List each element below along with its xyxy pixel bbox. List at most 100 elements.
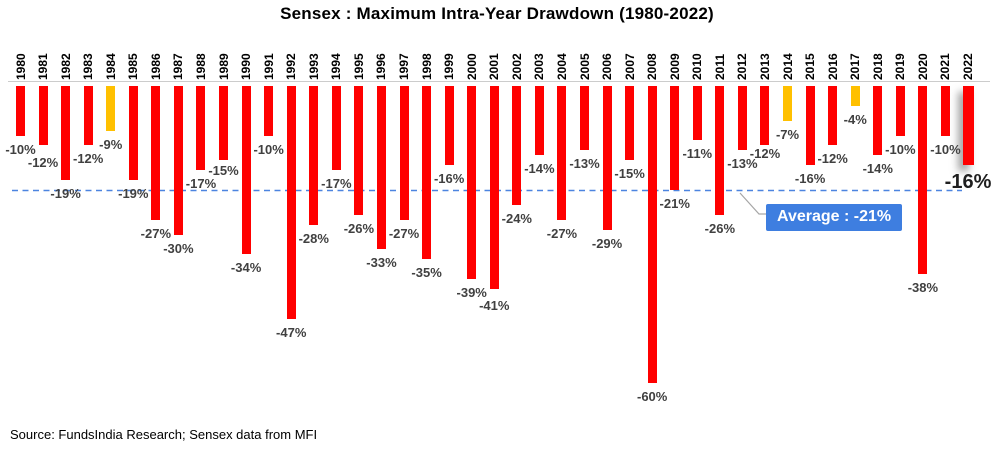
value-label-1986: -27% [140, 225, 172, 241]
year-label-1981: 1981 [36, 53, 51, 80]
value-label-2015: -16% [794, 171, 826, 187]
year-label-2017: 2017 [848, 53, 863, 80]
bar-2017 [850, 86, 860, 106]
bar-1981 [38, 86, 48, 146]
bar-2006 [602, 86, 612, 230]
year-label-2014: 2014 [780, 53, 795, 80]
bar-1980 [16, 86, 25, 136]
value-label-2012: -13% [727, 156, 758, 172]
bar-1985 [128, 86, 138, 181]
value-label-2022: -16% [944, 171, 992, 194]
year-label-1995: 1995 [351, 53, 366, 80]
value-label-1985: -19% [118, 186, 149, 202]
bar-2008 [647, 86, 657, 383]
year-label-2009: 2009 [667, 53, 682, 80]
year-label-2018: 2018 [870, 53, 885, 80]
bar-2010 [692, 86, 702, 141]
year-label-2000: 2000 [464, 53, 479, 80]
value-label-2008: -60% [636, 389, 668, 404]
year-label-2013: 2013 [757, 53, 772, 80]
bar-1996 [376, 86, 386, 250]
year-label-2010: 2010 [690, 53, 705, 80]
bar-1987 [173, 86, 183, 235]
value-label-1991: -10% [253, 141, 284, 157]
bar-2002 [512, 86, 522, 205]
year-label-1991: 1991 [261, 53, 276, 80]
value-label-1987: -30% [163, 240, 194, 256]
year-label-1990: 1990 [239, 53, 254, 80]
bar-2009 [670, 86, 680, 190]
year-label-1998: 1998 [419, 53, 434, 80]
year-label-2005: 2005 [577, 53, 592, 80]
bar-2022 [962, 86, 974, 166]
year-label-1989: 1989 [216, 53, 231, 80]
value-label-2019: -10% [885, 141, 916, 157]
bar-2005 [580, 86, 589, 151]
year-label-2007: 2007 [622, 53, 637, 80]
value-label-2011: -26% [704, 220, 736, 236]
value-label-1993: -28% [298, 230, 329, 246]
bar-1999 [444, 86, 454, 166]
value-label-2009: -21% [659, 195, 690, 211]
year-label-2004: 2004 [554, 53, 569, 80]
year-label-1985: 1985 [126, 53, 141, 80]
value-label-1980: -10% [5, 141, 36, 157]
bar-2014 [783, 86, 793, 121]
bar-1984 [106, 86, 116, 131]
year-label-2003: 2003 [532, 53, 547, 80]
year-label-2016: 2016 [825, 53, 840, 80]
year-label-1984: 1984 [103, 53, 118, 80]
value-label-2000: -39% [456, 285, 487, 301]
bar-1983 [83, 86, 93, 146]
year-label-1980: 1980 [13, 53, 28, 80]
value-label-1994: -17% [321, 176, 352, 192]
year-label-1999: 1999 [442, 53, 457, 80]
year-label-1993: 1993 [306, 53, 321, 80]
value-label-1997: -27% [388, 225, 420, 241]
chart-title: Sensex : Maximum Intra-Year Drawdown (19… [280, 4, 714, 23]
year-label-1996: 1996 [374, 53, 389, 80]
year-label-1987: 1987 [171, 53, 186, 80]
year-label-2020: 2020 [915, 53, 930, 80]
year-label-2011: 2011 [712, 53, 727, 80]
zero-baseline-axis [8, 81, 990, 82]
value-label-2017: -4% [843, 111, 867, 127]
bar-1990 [241, 86, 251, 255]
year-label-1983: 1983 [81, 53, 96, 80]
bar-1993 [309, 86, 319, 225]
value-label-2002: -24% [501, 210, 532, 226]
bar-2007 [625, 86, 635, 161]
value-label-2003: -14% [524, 161, 555, 177]
value-label-2014: -7% [775, 126, 800, 142]
bar-2012 [737, 86, 747, 151]
bar-2000 [467, 86, 477, 280]
bar-2019 [895, 86, 905, 136]
value-label-2004: -27% [546, 225, 578, 241]
year-label-2019: 2019 [893, 53, 908, 80]
bar-1997 [399, 86, 409, 220]
value-label-2018: -14% [862, 161, 893, 177]
value-label-2020: -38% [907, 280, 939, 296]
value-label-2016: -12% [817, 151, 848, 167]
year-label-1992: 1992 [284, 53, 299, 80]
year-label-2006: 2006 [600, 53, 615, 80]
value-label-2005: -13% [569, 156, 600, 172]
value-label-2021: -10% [930, 141, 961, 157]
year-label-2022: 2022 [961, 53, 976, 80]
value-label-1995: -26% [343, 220, 375, 236]
value-label-1981: -12% [27, 154, 59, 170]
bar-1994 [331, 86, 341, 171]
bar-1991 [264, 86, 274, 136]
value-label-1990: -34% [230, 260, 262, 276]
value-label-1996: -33% [366, 255, 397, 271]
value-label-1992: -47% [276, 324, 307, 340]
value-label-2006: -29% [591, 235, 623, 251]
source-note: Source: FundsIndia Research; Sensex data… [10, 427, 318, 442]
bar-2016 [828, 86, 838, 146]
bar-1992 [286, 86, 296, 319]
bar-2018 [873, 86, 883, 156]
bar-2015 [805, 86, 815, 166]
year-label-2021: 2021 [938, 53, 953, 80]
value-label-1983: -12% [72, 151, 104, 167]
